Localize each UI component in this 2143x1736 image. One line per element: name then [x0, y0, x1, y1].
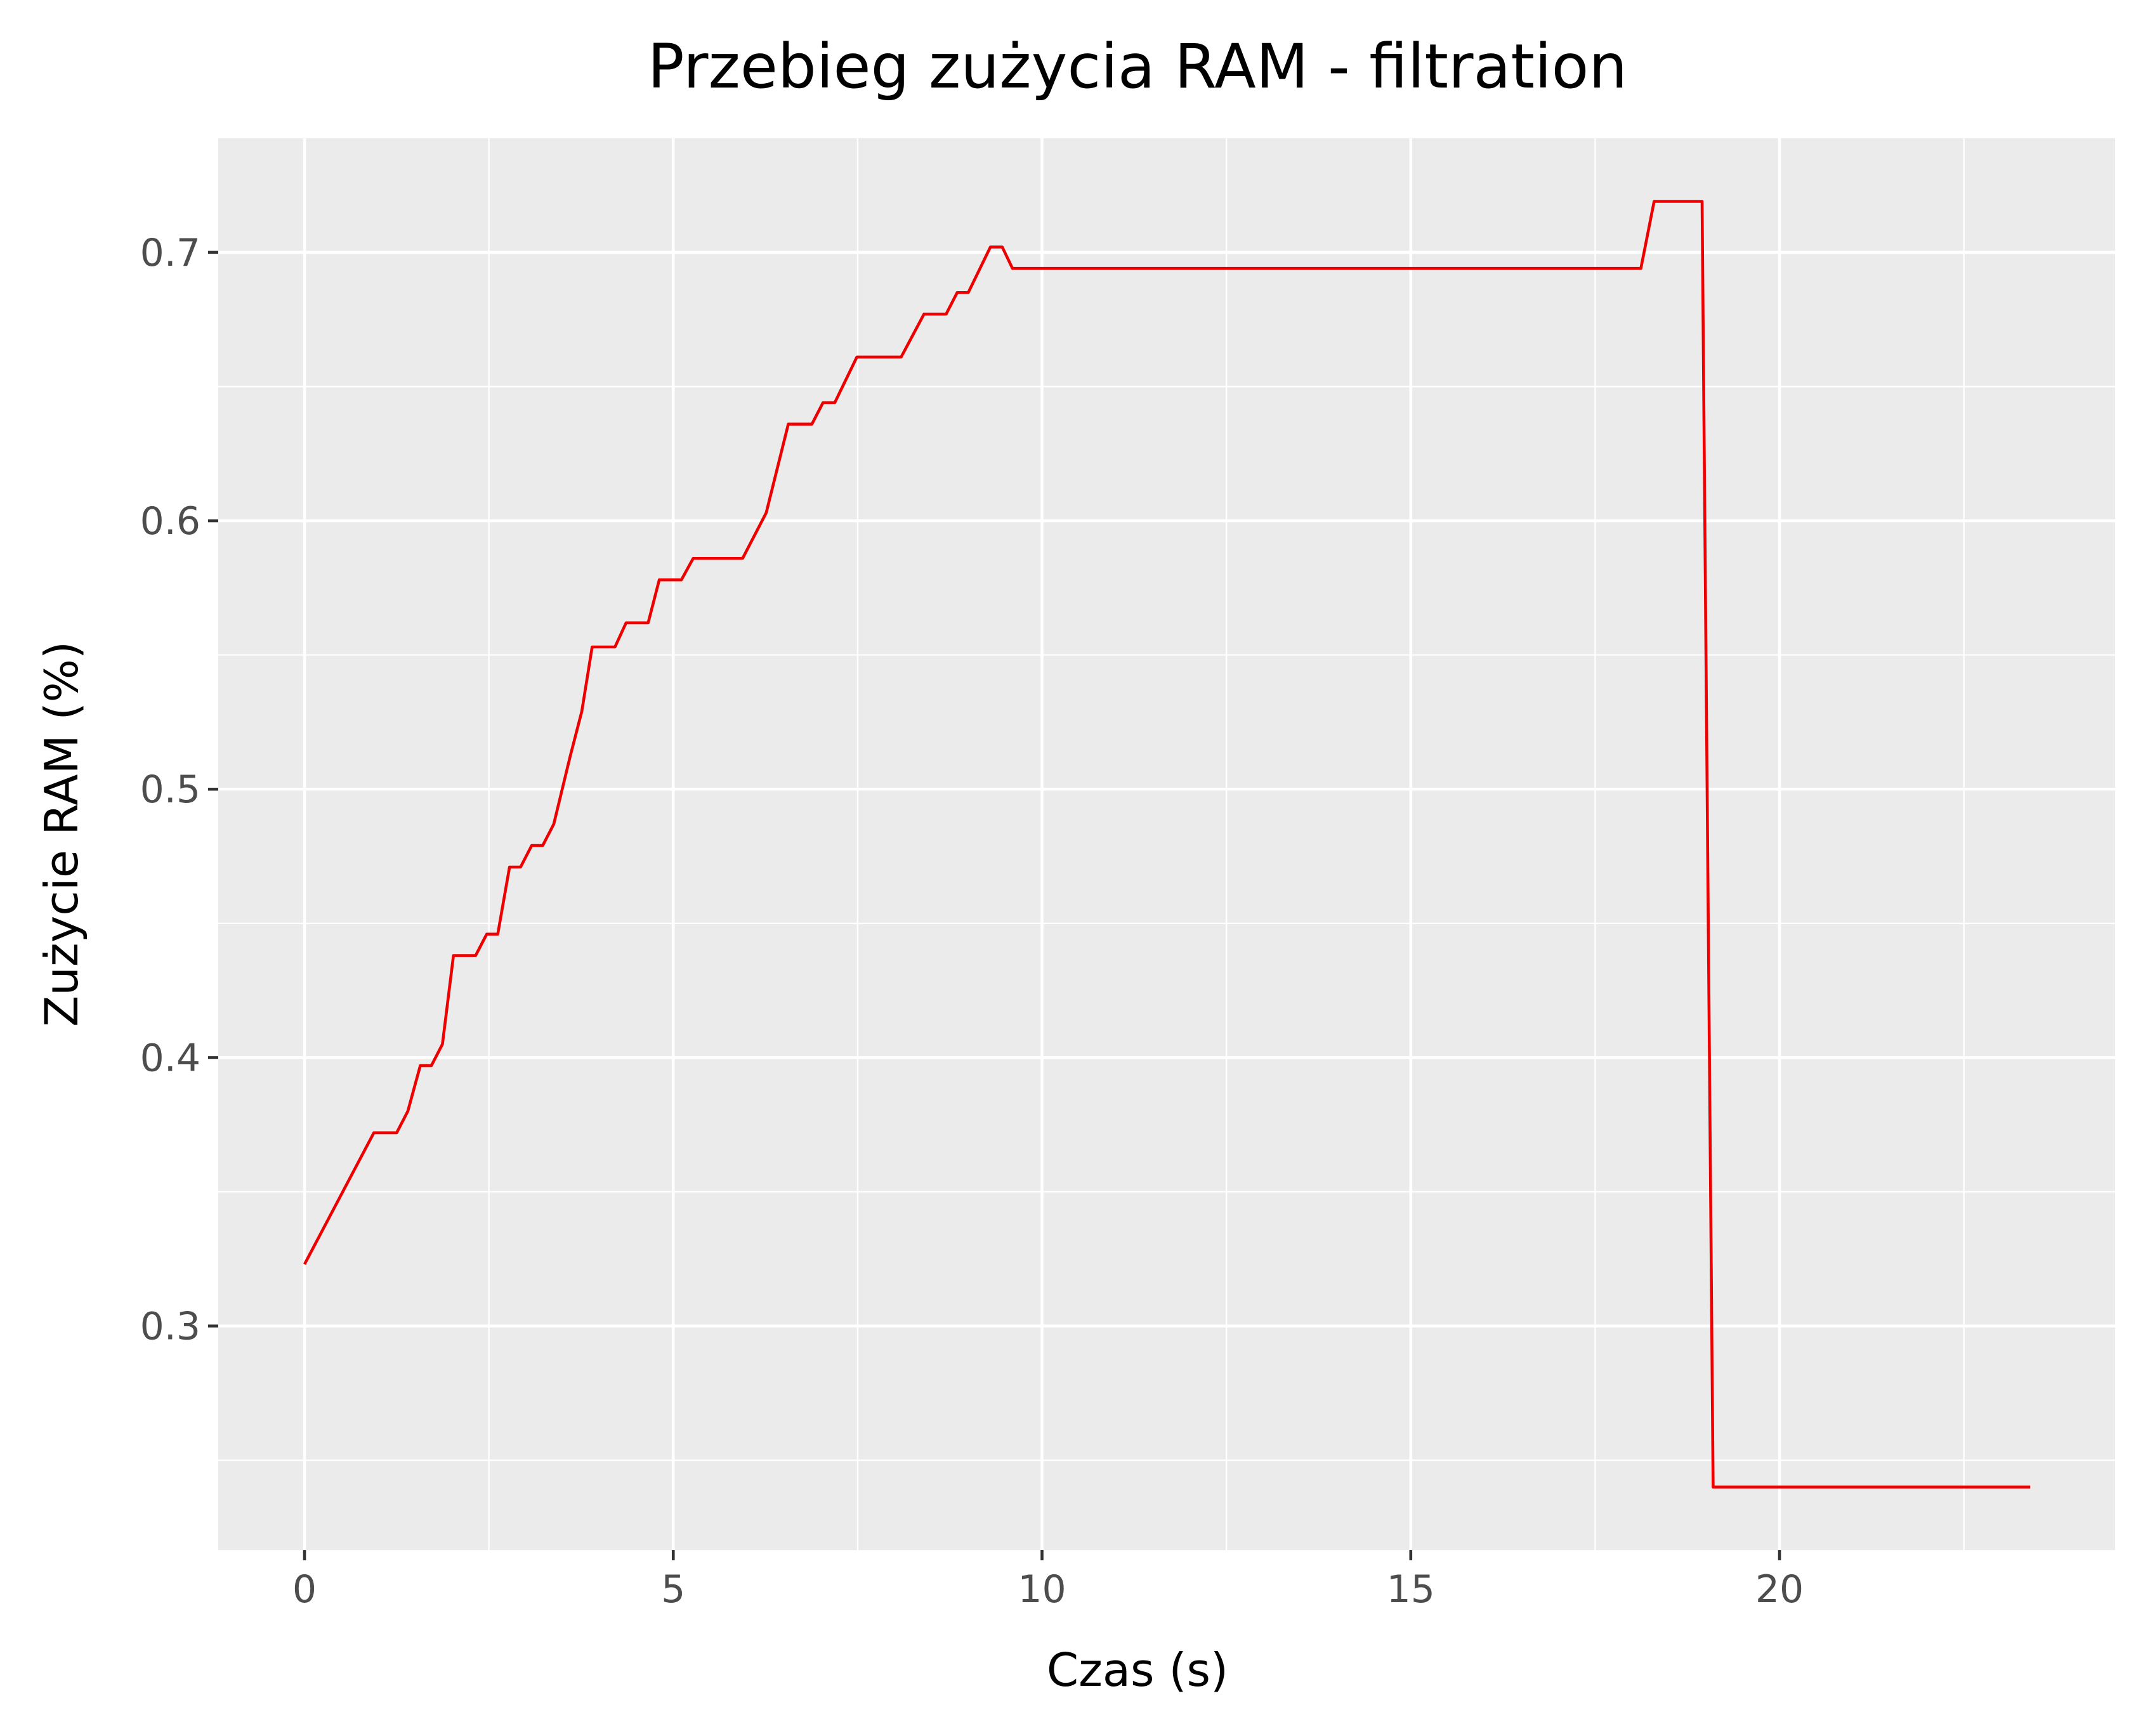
- y-axis: 0.3 0.4 0.5 0.6 0.7: [140, 231, 218, 1349]
- y-tick-label: 0.4: [140, 1036, 200, 1080]
- y-tick-label: 0.5: [140, 767, 200, 812]
- y-tick-label: 0.7: [140, 231, 200, 275]
- minor-gridlines: [218, 138, 2115, 1550]
- y-tick-label: 0.3: [140, 1305, 200, 1349]
- x-tick-label: 10: [1018, 1567, 1066, 1612]
- x-tick-label: 5: [661, 1567, 685, 1612]
- ram-usage-line: [303, 200, 2031, 1489]
- chart-title: Przebieg zużycia RAM - filtration: [648, 31, 1627, 102]
- x-tick-label: 20: [1755, 1567, 1804, 1612]
- x-tick-label: 0: [292, 1567, 317, 1612]
- plot-panel: [218, 138, 2115, 1550]
- y-tick-label: 0.6: [140, 499, 200, 544]
- x-axis-title: Czas (s): [1047, 1643, 1228, 1697]
- x-axis: 0 5 10 15 20: [292, 1550, 1804, 1612]
- x-tick-label: 15: [1387, 1567, 1435, 1612]
- major-gridlines: [218, 138, 2115, 1550]
- y-axis-title: Zużycie RAM (%): [35, 641, 88, 1027]
